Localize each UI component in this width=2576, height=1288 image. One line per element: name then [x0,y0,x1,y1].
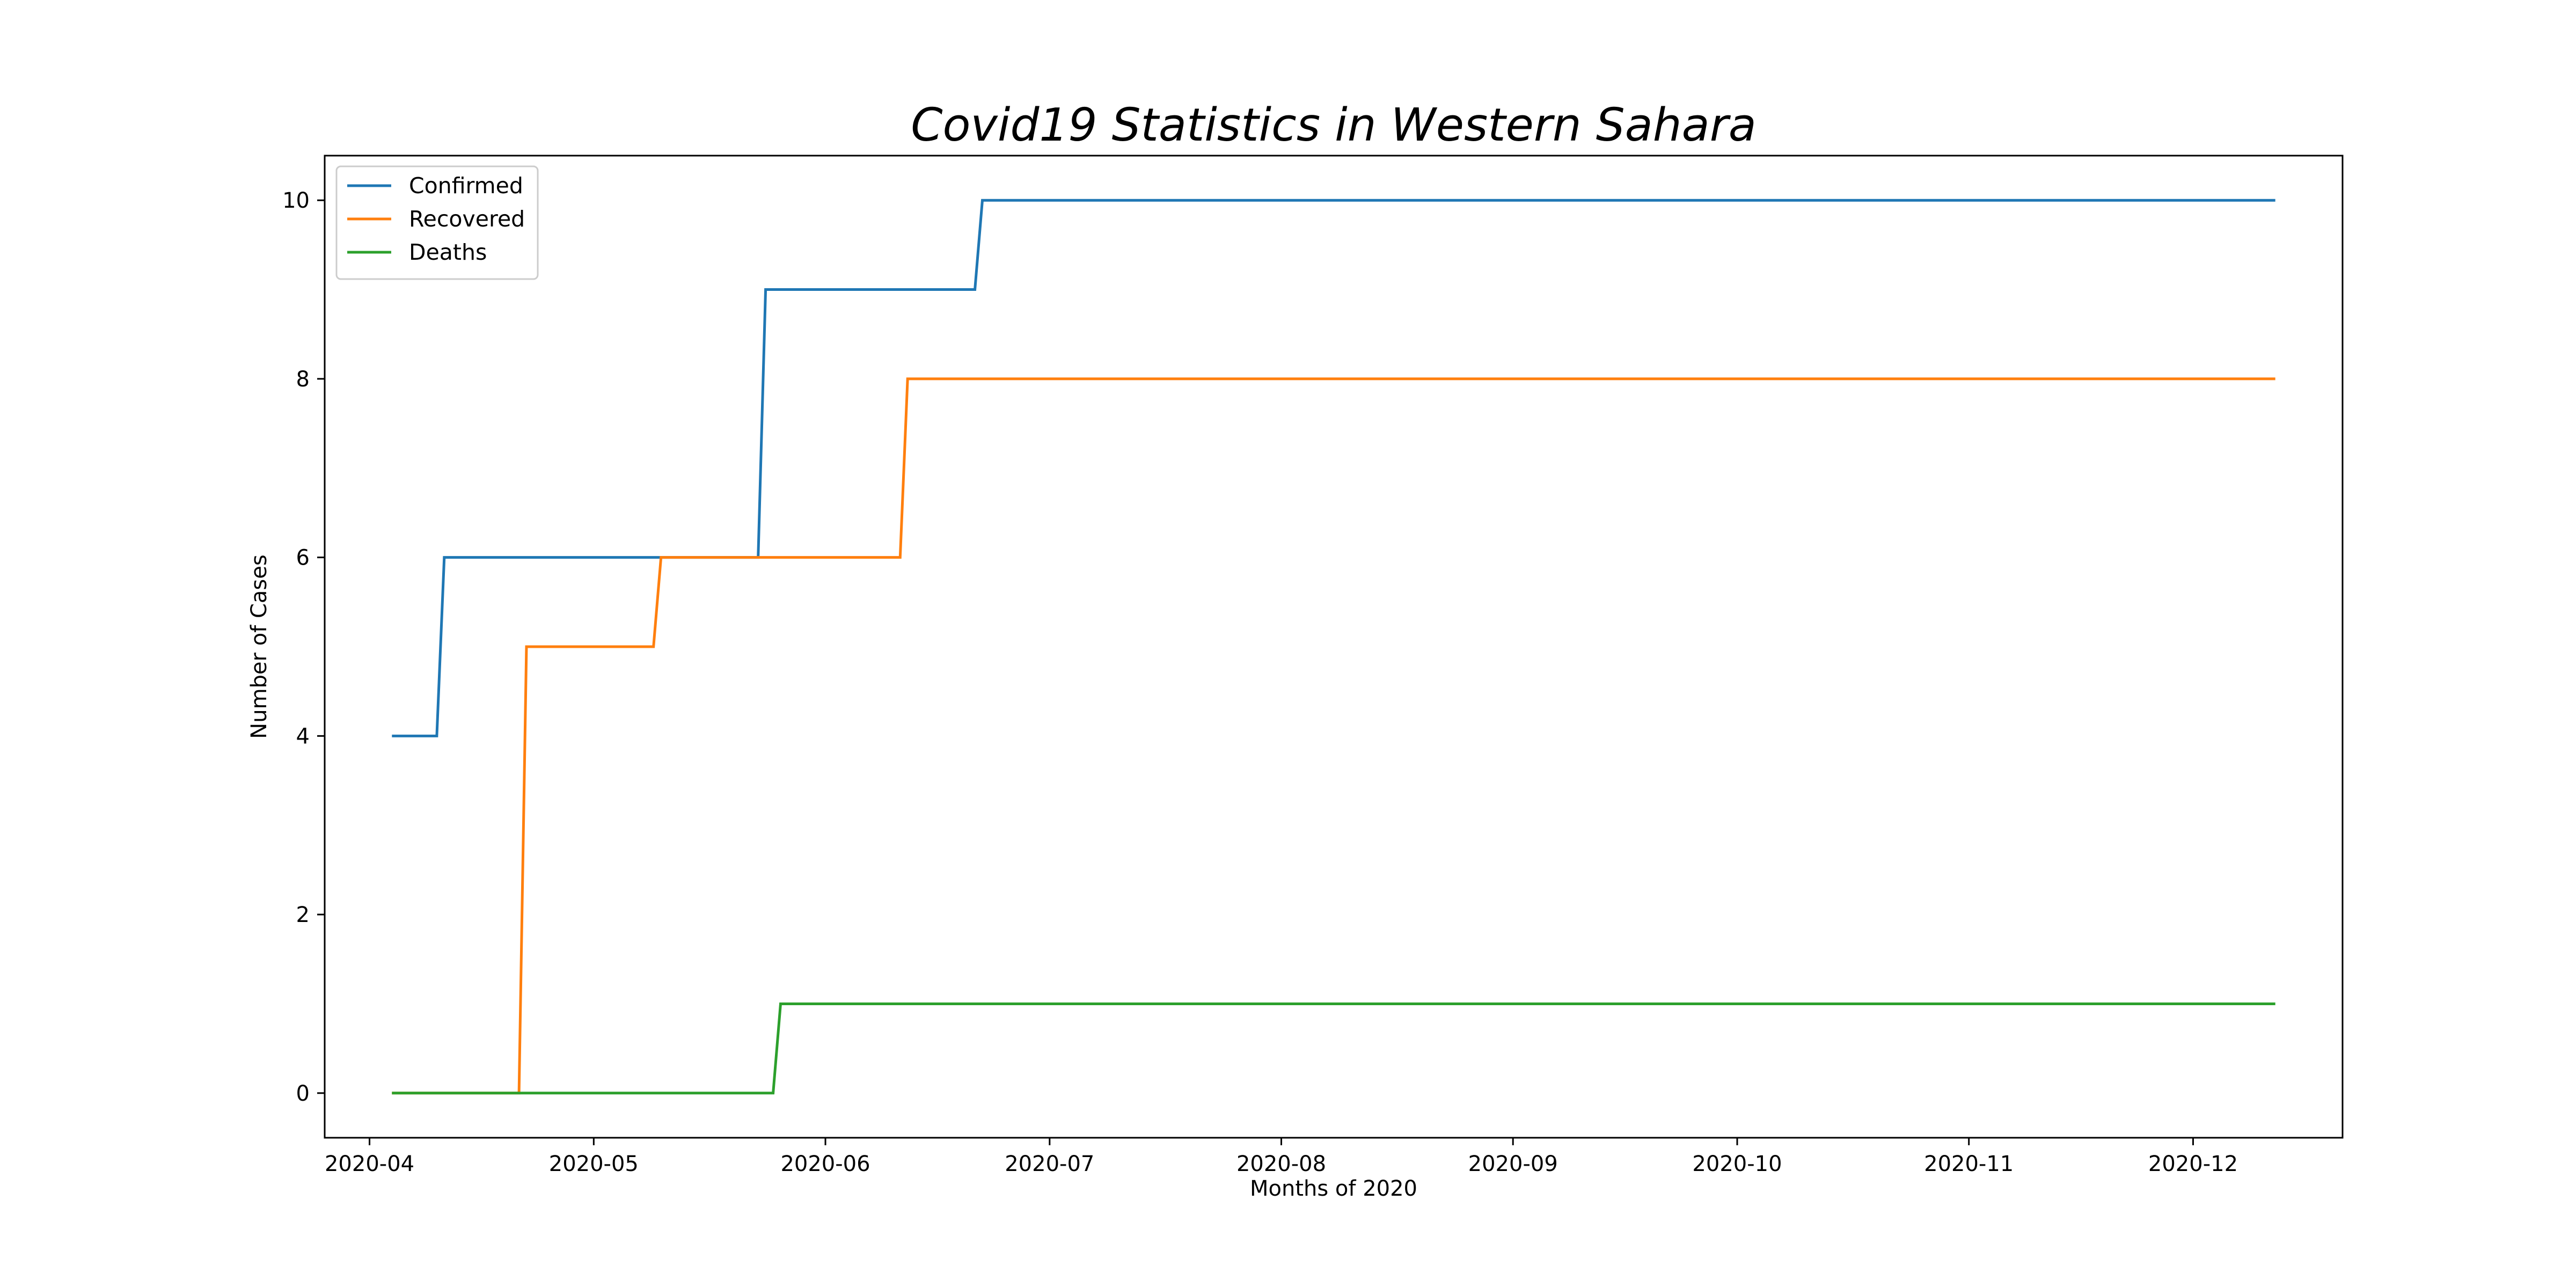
series-line-deaths [392,1002,2275,1095]
y-tick-label: 6 [296,546,310,570]
x-tick-label: 2020-05 [549,1152,639,1176]
chart-title: Covid19 Statistics in Western Sahara [911,99,1757,152]
legend-label-confirmed: Confirmed [409,173,523,199]
y-tick-label: 10 [282,188,310,213]
x-tick-label: 2020-10 [1692,1152,1782,1176]
y-tick-label: 0 [296,1081,310,1106]
x-tick-label: 2020-07 [1005,1152,1094,1176]
x-tick-label: 2020-09 [1468,1152,1558,1176]
x-axis-label: Months of 2020 [1250,1176,1417,1201]
y-tick-label: 4 [296,724,310,749]
x-tick-label: 2020-12 [2148,1152,2238,1176]
x-tick-label: 2020-08 [1236,1152,1326,1176]
plot-area [392,199,2275,1095]
legend-label-recovered: Recovered [409,206,525,232]
x-tick-label: 2020-11 [1924,1152,2014,1176]
y-tick-label: 8 [296,367,310,392]
x-tick-label: 2020-06 [780,1152,870,1176]
x-axis: 2020-04 2020-05 2020-06 2020-07 2020-08 2020-… [325,1138,2238,1176]
series-line-confirmed [392,199,2275,737]
y-axis: 0 2 4 6 8 10 [282,188,325,1106]
y-axis-label: Number of Cases [247,554,272,738]
plot-frame [324,155,2344,1139]
y-tick-label: 2 [296,903,310,927]
legend-label-deaths: Deaths [409,239,487,265]
x-tick-label: 2020-04 [325,1152,414,1176]
series-line-recovered [392,377,2275,1095]
legend: Confirmed Recovered Deaths [335,165,539,280]
